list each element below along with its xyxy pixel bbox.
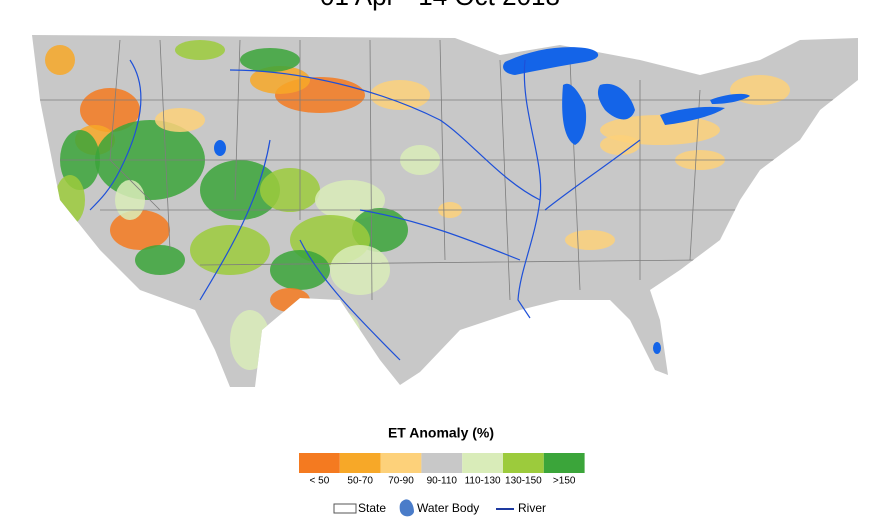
anomaly-area xyxy=(270,250,330,290)
legend-swatch xyxy=(503,453,544,473)
anomaly-area xyxy=(45,45,75,75)
legend-label: 50-70 xyxy=(347,476,373,487)
legend-swatch xyxy=(421,453,463,473)
anomaly-area xyxy=(135,245,185,275)
water-key-label: Water Body xyxy=(417,501,479,515)
water-key-symbol xyxy=(399,499,414,517)
anomaly-area xyxy=(190,225,270,275)
anomaly-area xyxy=(230,310,270,370)
anomaly-area xyxy=(155,108,205,132)
map-title: 01 Apr - 14 Oct 2018 xyxy=(320,0,560,11)
anomaly-area xyxy=(115,180,145,220)
anomaly-area xyxy=(55,175,85,225)
legend-label: 90-110 xyxy=(427,476,458,487)
water-bodies xyxy=(214,47,750,354)
anomaly-area xyxy=(565,230,615,250)
rivers xyxy=(89,59,641,361)
state-lines xyxy=(40,39,858,301)
legend-swatch xyxy=(380,453,422,473)
river-key-label: River xyxy=(518,501,546,515)
anomaly-area xyxy=(240,48,300,72)
map-key: State Water Body River xyxy=(333,499,546,517)
anomaly-area xyxy=(370,80,430,110)
anomaly-area xyxy=(250,66,310,94)
anomaly-area xyxy=(330,245,390,295)
anomaly-area xyxy=(200,160,280,220)
legend-label: >150 xyxy=(553,476,576,487)
legend-swatch xyxy=(462,453,503,473)
legend-label: 130-150 xyxy=(505,476,542,487)
legend-label: 70-90 xyxy=(388,476,414,487)
anomaly-area xyxy=(600,135,640,155)
legend: < 50 50-70 70-90 90-110 110-130 130-150 >150 xyxy=(299,453,585,487)
legend-label: < 50 xyxy=(310,476,330,487)
anomaly-area xyxy=(80,88,140,132)
anomaly-area xyxy=(260,168,320,212)
legend-swatch xyxy=(299,453,340,473)
anomaly-area xyxy=(110,210,170,250)
map xyxy=(32,35,858,387)
legend-swatch xyxy=(543,453,585,473)
state-key-label: State xyxy=(358,501,386,515)
legend-title: ET Anomaly (%) xyxy=(388,425,494,441)
legend-swatch xyxy=(339,453,381,473)
state-key-symbol xyxy=(333,503,357,514)
anomaly-area xyxy=(280,305,360,355)
legend-label: 110-130 xyxy=(465,476,501,487)
anomaly-area xyxy=(270,288,310,312)
anomaly-area xyxy=(175,40,225,60)
